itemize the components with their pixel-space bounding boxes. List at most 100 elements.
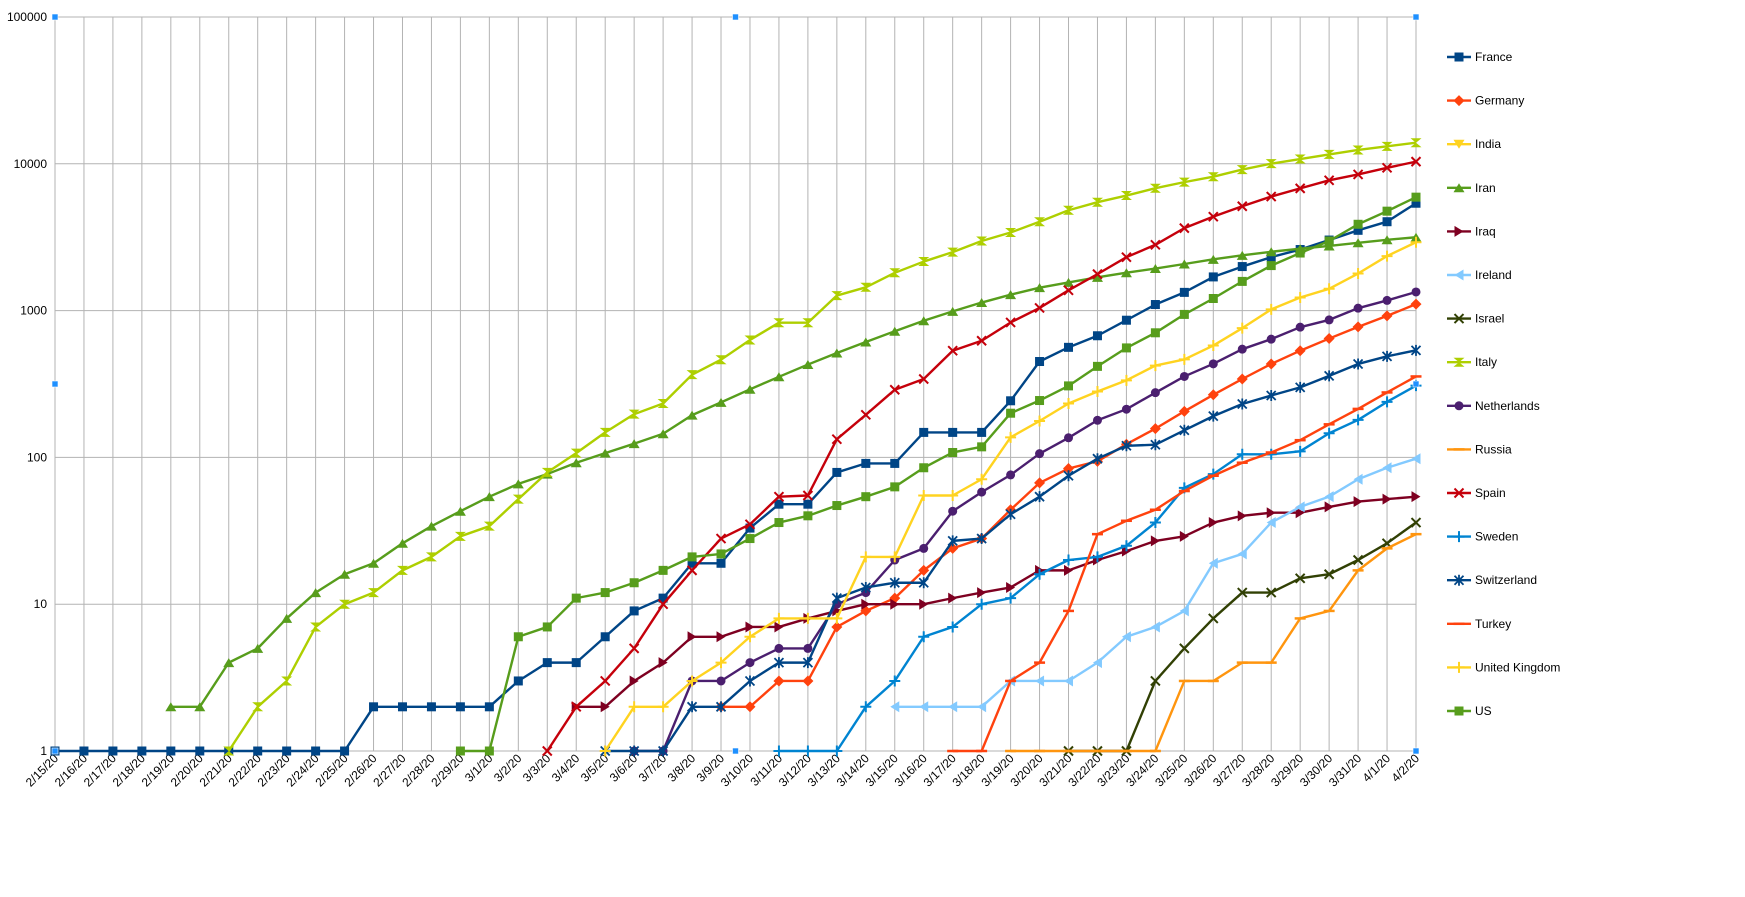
legend-marker: [1454, 52, 1464, 62]
data-point: [1005, 431, 1017, 443]
data-point: [1091, 551, 1103, 563]
legend-entry-us: US: [1447, 704, 1492, 718]
data-point: [686, 410, 698, 420]
series-line: [170, 236, 1417, 709]
data-point: [919, 598, 929, 610]
data-point: [1006, 396, 1016, 406]
data-point: [1121, 631, 1131, 643]
data-point: [484, 702, 494, 712]
data-point: [1150, 239, 1161, 250]
resize-handle[interactable]: [1412, 13, 1420, 21]
x-tick-label: 4/2/20: [1389, 751, 1423, 785]
data-point: [861, 458, 871, 468]
data-point: [1121, 343, 1131, 353]
data-point: [1208, 293, 1218, 303]
data-point: [976, 335, 987, 346]
series-spain: [542, 156, 1422, 757]
data-point: [1064, 433, 1074, 443]
data-point: [687, 558, 697, 568]
resize-handle[interactable]: [51, 747, 59, 755]
data-point: [194, 702, 206, 712]
data-point: [1411, 453, 1421, 465]
data-point: [1092, 415, 1102, 425]
data-point: [658, 657, 668, 669]
data-point: [947, 247, 959, 257]
data-point: [976, 598, 988, 610]
data-point: [1208, 272, 1218, 282]
y-tick-label: 1000: [20, 304, 47, 318]
data-point: [368, 558, 380, 568]
data-point: [715, 657, 727, 669]
data-point: [1294, 573, 1306, 584]
resize-handle[interactable]: [51, 380, 59, 388]
legend-label: Iraq: [1475, 224, 1496, 238]
data-point: [1410, 138, 1422, 148]
data-point: [773, 318, 785, 328]
data-point: [745, 523, 755, 533]
data-point: [1179, 605, 1189, 617]
resize-handle[interactable]: [732, 747, 739, 755]
selection-handles[interactable]: [51, 13, 1420, 755]
data-point: [1120, 540, 1132, 552]
data-point: [1266, 517, 1276, 529]
data-point: [947, 345, 958, 356]
data-point: [1323, 175, 1335, 186]
data-point: [1236, 448, 1248, 460]
data-point: [832, 501, 842, 511]
data-point: [1120, 191, 1132, 201]
legend-entry-italy: Italy: [1447, 355, 1497, 369]
data-point: [1265, 358, 1277, 370]
data-point: [253, 746, 263, 756]
legend-entry-india: India: [1447, 137, 1501, 151]
data-point: [773, 745, 785, 757]
data-point: [744, 675, 756, 687]
data-point: [744, 335, 756, 345]
gridlines: [54, 16, 1417, 752]
data-point: [1064, 675, 1074, 687]
data-point: [657, 429, 669, 439]
data-point: [889, 326, 901, 336]
data-point: [1092, 361, 1102, 371]
resize-handle[interactable]: [1412, 380, 1420, 388]
legend-label: India: [1475, 137, 1501, 151]
data-point: [1411, 198, 1421, 208]
data-point: [1208, 557, 1218, 569]
data-point: [977, 587, 987, 599]
data-point: [396, 565, 408, 575]
data-point: [1178, 259, 1190, 269]
data-point: [1237, 510, 1247, 522]
legend-entry-netherlands: Netherlands: [1447, 399, 1540, 413]
data-point: [774, 499, 784, 509]
data-point: [79, 746, 89, 756]
data-point: [1323, 569, 1335, 580]
data-point: [1382, 295, 1392, 305]
data-point: [919, 463, 929, 473]
data-point: [1179, 643, 1190, 654]
data-point: [1237, 587, 1248, 598]
resize-handle[interactable]: [1412, 747, 1420, 755]
data-point: [1324, 491, 1334, 503]
legend-entry-israel: Israel: [1447, 312, 1504, 326]
legend-entry-iran: Iran: [1447, 181, 1496, 195]
data-point: [861, 492, 871, 502]
data-point: [861, 598, 871, 610]
data-point: [1237, 344, 1247, 354]
data-point: [166, 746, 176, 756]
data-point: [1150, 328, 1160, 338]
data-point: [165, 702, 177, 712]
data-point: [1382, 493, 1392, 505]
data-point: [542, 745, 553, 757]
data-point: [1005, 317, 1016, 328]
legend-marker: [1454, 225, 1464, 237]
data-point: [599, 448, 611, 458]
data-point: [1381, 162, 1393, 174]
data-point: [947, 621, 959, 633]
resize-handle[interactable]: [51, 13, 59, 21]
data-point: [1179, 530, 1189, 542]
data-point: [1265, 303, 1277, 315]
data-point: [831, 291, 843, 301]
data-point: [1295, 501, 1305, 513]
resize-handle[interactable]: [732, 13, 739, 21]
data-point: [1295, 248, 1305, 258]
data-point: [628, 701, 640, 713]
